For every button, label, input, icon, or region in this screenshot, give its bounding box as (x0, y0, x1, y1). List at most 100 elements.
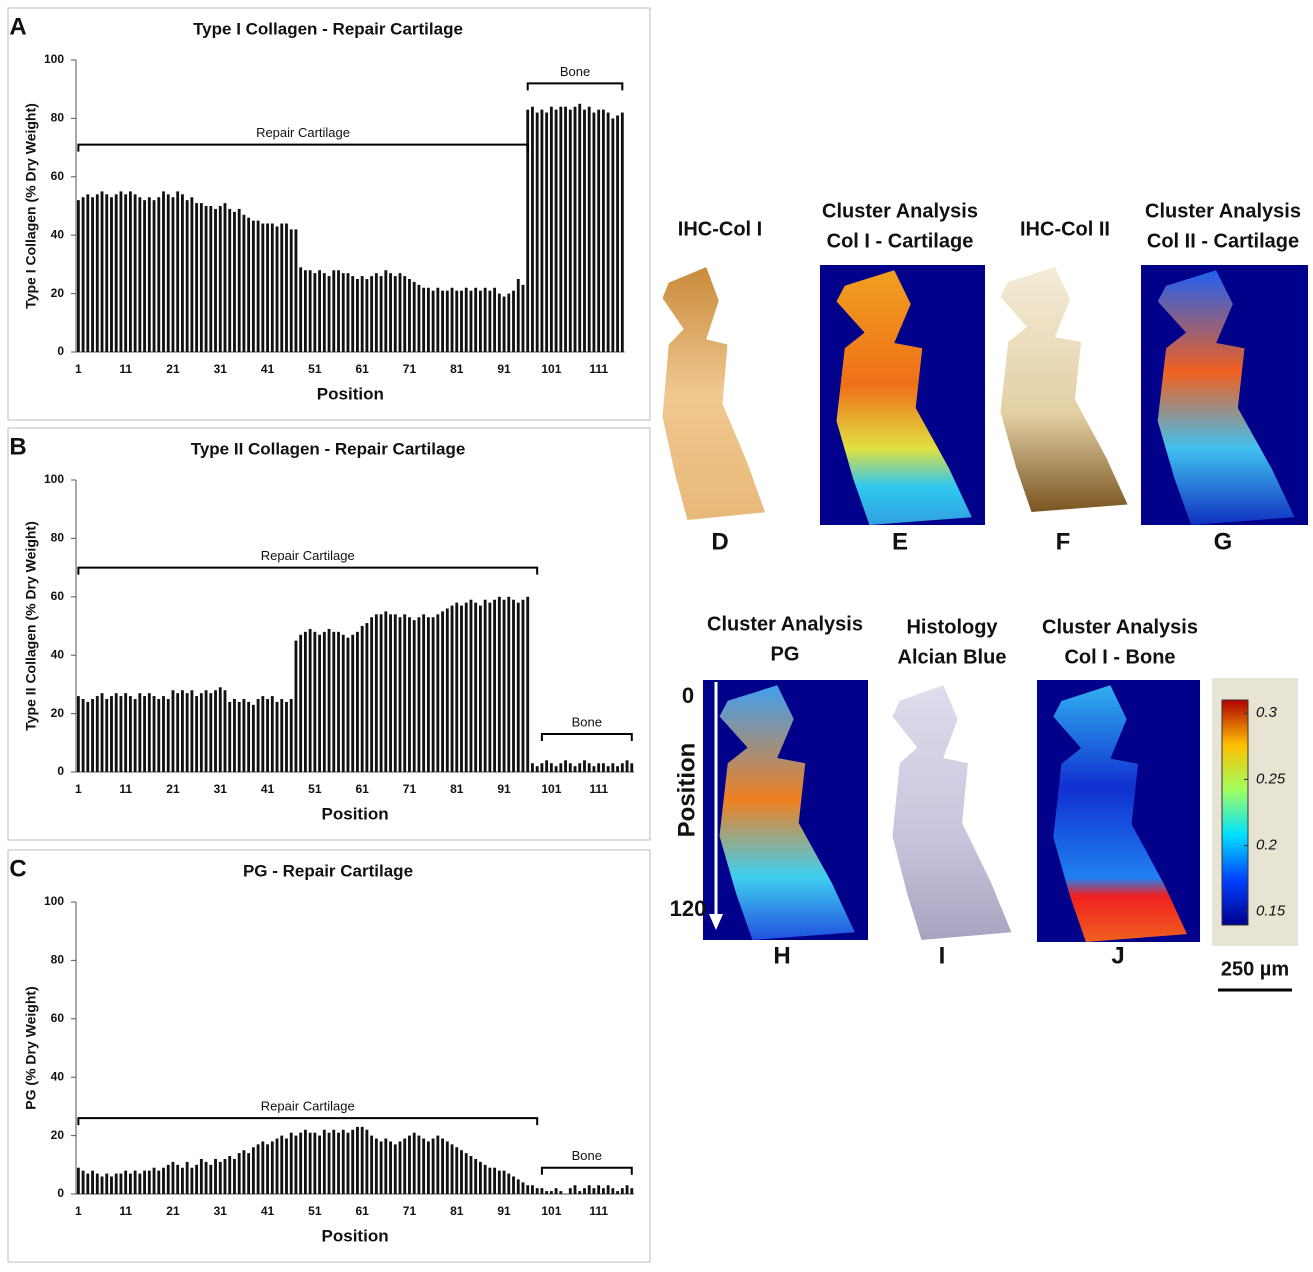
bar (620, 112, 624, 352)
bar (266, 699, 269, 772)
bar (228, 701, 232, 772)
y-tick-label: 80 (51, 531, 65, 545)
arrow-head (709, 914, 723, 930)
panel-title: Cluster Analysis (707, 613, 863, 635)
bar (251, 1147, 255, 1194)
bar (195, 203, 199, 352)
bar (611, 1188, 615, 1194)
bar (436, 1135, 440, 1194)
bar (185, 693, 189, 772)
bar (526, 596, 530, 772)
bar (95, 1173, 99, 1194)
bar (597, 763, 601, 772)
bar (502, 599, 506, 772)
bar (531, 763, 534, 772)
ihc-image (662, 267, 765, 520)
x-tick-label: 81 (450, 362, 464, 376)
bar (568, 1188, 572, 1194)
bar (516, 279, 520, 352)
bracket-label: Repair Cartilage (256, 125, 350, 140)
bar (502, 1170, 506, 1194)
chart-panel: A Type I Collagen - Repair Cartilage 0 20 40… (7, 7, 651, 421)
panel-label: I (939, 942, 946, 969)
bar (625, 760, 629, 772)
bar (313, 631, 317, 772)
bar (237, 208, 241, 352)
x-tick-label: 11 (119, 1204, 132, 1218)
x-tick-label: 61 (355, 362, 369, 376)
bar (214, 690, 217, 772)
colorbar-tick-label: 0.15 (1256, 903, 1286, 920)
bar (568, 763, 572, 772)
bar (389, 273, 392, 352)
bar (171, 197, 175, 352)
bar (507, 596, 511, 772)
x-tick-label: 21 (166, 782, 180, 796)
bar (412, 1132, 416, 1194)
bar (379, 276, 383, 352)
bar (209, 1164, 213, 1194)
bar (256, 220, 260, 352)
panel-border (7, 7, 651, 421)
bar (261, 223, 265, 352)
bar (393, 614, 397, 772)
bar (559, 1191, 563, 1194)
chart-title: Type I Collagen - Repair Cartilage (193, 19, 463, 38)
bar (95, 194, 99, 352)
bar (162, 1167, 165, 1194)
bar (199, 203, 203, 352)
bar (422, 287, 426, 352)
x-tick-label: 1 (75, 1204, 82, 1218)
x-tick-label: 41 (261, 362, 275, 376)
bar (251, 704, 255, 772)
bar (601, 1188, 605, 1194)
bar (119, 696, 123, 772)
bar (606, 1185, 610, 1194)
bar (488, 602, 492, 772)
bar (564, 760, 567, 772)
bar (318, 1135, 322, 1194)
bar (507, 293, 511, 352)
bar (587, 1185, 591, 1194)
bar (554, 766, 558, 772)
bar (322, 1129, 326, 1194)
bracket (77, 566, 539, 575)
y-tick-label: 60 (51, 1011, 65, 1025)
y-tick-label: 20 (51, 286, 65, 300)
bar (91, 1170, 94, 1194)
panel-title: IHC-Col II (1020, 218, 1110, 240)
bar (478, 605, 482, 772)
bar (275, 701, 279, 772)
bar (341, 1129, 345, 1194)
bar (583, 1188, 586, 1194)
chart-title: PG - Repair Cartilage (243, 861, 413, 880)
bar (384, 611, 388, 772)
bar (285, 223, 288, 352)
bar (275, 226, 279, 352)
x-tick-label: 1 (75, 782, 82, 796)
bar (374, 614, 378, 772)
bar (228, 1156, 232, 1194)
panel-title: IHC-Col I (678, 218, 762, 240)
bar (261, 696, 265, 772)
panel-title: Alcian Blue (898, 646, 1007, 668)
panel-border (7, 427, 651, 841)
bar (81, 197, 85, 352)
bar (204, 206, 208, 352)
x-tick-label: 31 (214, 362, 228, 376)
bar (568, 109, 572, 352)
bar (554, 109, 558, 352)
bar (408, 1135, 411, 1194)
y-tick-label: 100 (44, 472, 64, 486)
bar (393, 1144, 397, 1194)
bar (521, 599, 525, 772)
bar (270, 1141, 274, 1194)
bar (86, 194, 90, 352)
bar (157, 699, 161, 772)
bar (474, 602, 478, 772)
bar (512, 599, 515, 772)
bar (620, 763, 624, 772)
bracket-label: Bone (572, 714, 602, 729)
